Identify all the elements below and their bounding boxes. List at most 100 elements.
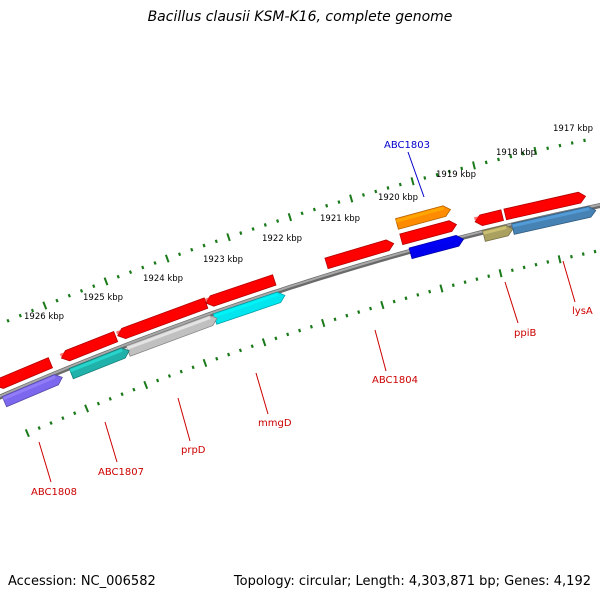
outer-scale-tick <box>583 138 586 143</box>
inner-scale-tick <box>274 336 278 341</box>
gene-arrow-highlight <box>482 226 507 235</box>
gene-feature <box>482 224 514 242</box>
gene-arrow <box>1 374 63 408</box>
inner-scale-tick <box>451 283 455 288</box>
gene-label: mmgD <box>258 418 292 429</box>
outer-scale-tick <box>386 186 390 190</box>
outer-scale-tick <box>30 308 35 313</box>
label-leader-line <box>177 397 191 442</box>
label-leader-line <box>38 441 52 483</box>
scale-label: 1918 kbp <box>496 148 536 158</box>
outer-scale-tick <box>484 160 488 165</box>
outer-scale-tick <box>546 146 550 151</box>
outer-scale-tick <box>164 254 170 263</box>
gene-labels: ABC1803 ppiB lysA ABC1804 mmgD prpD ABC1807 ABC… <box>31 140 593 498</box>
inner-scale-tick <box>428 289 432 294</box>
inner-scale-tick <box>202 358 208 368</box>
gene-label: prpD <box>181 445 206 456</box>
inner-scale-tick <box>369 306 373 311</box>
label-leader-line <box>104 421 118 463</box>
outer-scale-tick <box>226 233 231 242</box>
inner-scale-tick <box>84 404 90 413</box>
outer-scale-tick <box>6 318 10 323</box>
inner-scale-tick <box>439 284 444 293</box>
gene-arrow-highlight <box>325 240 388 262</box>
gene-feature <box>1 374 63 408</box>
scale-labels: 1917 kbp 1918 kbp 1919 kbp 1920 kbp 1921 kbp… <box>24 124 593 322</box>
inner-scale-tick <box>321 318 326 328</box>
inner-scale-tick <box>238 348 243 353</box>
inner-scale-tick <box>167 374 172 378</box>
inner-scale-tick <box>345 313 349 318</box>
accession-label: Accession: NC_006582 <box>8 574 156 589</box>
outer-scale-tick <box>92 284 96 288</box>
outer-scale-tick <box>325 203 329 208</box>
outer-scale-tick <box>55 298 59 303</box>
outer-scale-tick <box>349 194 354 203</box>
outer-scale-tick <box>533 146 538 156</box>
outer-scale-tick <box>423 176 427 180</box>
inner-scale-tick <box>463 280 467 284</box>
gene-arrow-highlight <box>204 275 274 302</box>
inner-scale-tick <box>309 324 313 329</box>
gene-arrow-highlight <box>504 193 580 213</box>
outer-scale-tick <box>239 231 243 235</box>
outer-scale-tick <box>521 151 525 156</box>
gene-arrow-highlight <box>474 210 502 221</box>
outer-scale-tick <box>472 161 476 170</box>
outer-scale-tick <box>398 182 402 187</box>
outer-scale-tick <box>128 270 133 275</box>
gene-feature <box>408 234 465 260</box>
inner-scale-tick <box>298 328 302 333</box>
outer-scale-tick <box>497 157 500 162</box>
gene-feature <box>116 297 209 340</box>
map-title: Bacillus clausii KSM-K16, complete genom… <box>147 9 453 25</box>
gene-feature <box>0 357 54 389</box>
outer-scale-tick <box>103 277 109 286</box>
label-leader-line <box>504 281 519 324</box>
outer-scale-tick <box>214 239 218 244</box>
scale-label: 1925 kbp <box>83 293 123 303</box>
outer-scale-tick <box>251 227 255 231</box>
inner-scale-tick <box>61 416 65 421</box>
outer-scale-tick <box>361 193 365 197</box>
gene-arrow-highlight <box>409 236 458 252</box>
gene-arrow-highlight <box>400 221 451 238</box>
inner-scale-tick <box>581 252 585 256</box>
inner-scale-tick <box>24 429 30 438</box>
outer-scale-tick <box>153 261 157 265</box>
scale-label: 1920 kbp <box>378 193 418 203</box>
gene-feature <box>399 220 458 246</box>
outer-scale-tick <box>460 166 464 171</box>
inner-scale-tick <box>357 310 361 314</box>
outer-scale-tick <box>558 143 562 148</box>
scale-label: 1923 kbp <box>203 255 243 265</box>
scale-label: 1921 kbp <box>320 214 360 224</box>
gene-arrow-highlight <box>395 206 444 223</box>
outer-scale-tick <box>337 200 341 204</box>
outer-scale-tick <box>202 243 206 248</box>
gene-label: lysA <box>572 306 593 317</box>
outer-scale-tick <box>374 189 378 194</box>
inner-scale-tick <box>227 352 231 357</box>
inner-scale-tick <box>108 397 112 401</box>
inner-scale-tick <box>333 317 337 322</box>
outer-scale-tick <box>67 293 71 298</box>
gene-feature <box>204 274 277 307</box>
scale-label: 1922 kbp <box>262 234 302 244</box>
gene-feature <box>68 347 130 380</box>
inner-scale-tick <box>286 332 290 337</box>
inner-scale-tick <box>155 378 160 383</box>
inner-scale-tick <box>250 344 254 349</box>
inner-scale-tick <box>404 296 408 301</box>
outer-scale-tick <box>287 212 293 222</box>
label-leader-line <box>374 329 387 372</box>
inner-scale-tick <box>191 365 195 370</box>
inner-scale-tick <box>475 277 479 281</box>
gene-arrow-highlight <box>2 375 56 401</box>
inner-scale-tick <box>416 293 420 297</box>
outer-scale-tick <box>509 154 513 159</box>
inner-scale-tick <box>487 274 491 278</box>
inner-scale-tick <box>546 260 550 264</box>
